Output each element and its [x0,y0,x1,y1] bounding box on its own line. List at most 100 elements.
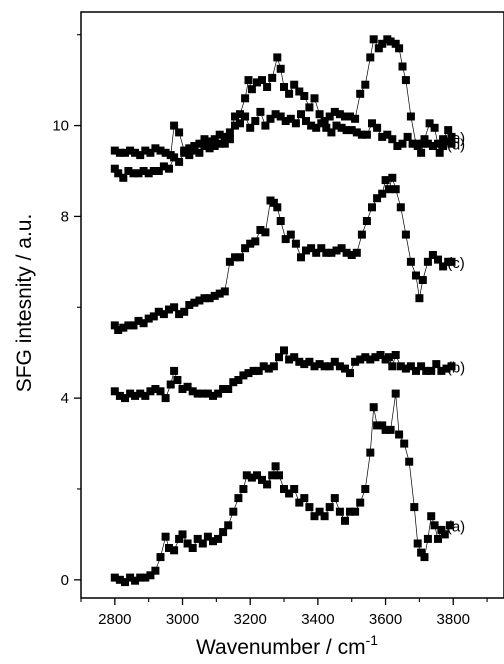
data-point [351,114,360,123]
data-point [234,494,243,503]
data-point [275,353,283,362]
data-point [327,128,336,137]
data-point [271,462,280,471]
data-point [439,142,448,150]
data-point [131,391,140,400]
data-point [229,507,238,516]
y-tick-label: 10 [52,118,69,135]
data-point [444,126,453,135]
data-point [234,376,243,384]
data-point [386,425,395,434]
x-tick-label: 3400 [301,611,334,628]
data-point [115,148,124,157]
data-point [330,494,339,503]
data-point [219,385,228,393]
data-point [149,312,158,321]
data-point [357,230,366,239]
data-point [141,391,150,400]
data-point [393,142,402,150]
data-point [280,485,288,493]
data-point [286,230,295,239]
data-point [131,576,140,585]
data-point [307,121,316,130]
data-point [236,253,244,262]
data-point [146,148,155,157]
data-point [439,135,448,144]
data-point [203,532,212,541]
data-point [417,148,426,157]
data-point [300,92,309,100]
data-point [159,310,168,319]
data-point [346,369,354,378]
data-point [378,132,387,141]
data-point [368,203,376,212]
data-point [280,83,288,91]
data-point [225,257,234,266]
data-point [413,539,422,548]
data-point [161,394,170,403]
data-point [405,457,414,466]
data-point [406,362,415,371]
data-point [305,357,314,366]
data-point [134,169,143,178]
data-point [141,573,150,582]
x-axis-title-superscript: -1 [366,632,379,648]
data-point [366,448,375,457]
data-point [396,362,405,371]
data-point [198,389,207,398]
data-point [126,146,135,155]
data-point [256,226,265,234]
data-point [401,76,410,85]
series-line [114,38,452,179]
data-point [215,289,224,298]
data-point [327,248,336,257]
data-point [121,578,129,587]
y-tick-label: 8 [61,208,69,225]
data-point [388,362,397,371]
data-point [268,73,277,82]
data-point [205,137,214,146]
data-point [266,114,275,123]
data-point [330,357,339,366]
data-point [193,534,202,543]
data-point [241,94,250,103]
data-point [423,534,432,543]
data-point [428,251,437,259]
data-point [185,301,194,309]
data-point [347,126,356,135]
data-point [115,575,124,584]
data-point [214,389,223,398]
series-layer [110,35,456,587]
data-point [156,146,165,155]
data-point [275,471,283,480]
data-point [151,385,160,393]
data-point [276,112,285,121]
data-point [220,132,229,141]
data-point [361,353,370,362]
data-point [412,366,420,375]
data-point [412,139,420,148]
data-point [285,355,294,364]
series-tag: (d) [447,137,465,154]
data-point [136,573,145,582]
data-point [368,119,376,128]
data-point [276,64,285,73]
data-point [347,251,356,259]
data-point [447,132,456,141]
data-point [280,346,288,355]
data-point [231,112,239,121]
data-point [418,139,427,148]
data-point [219,528,228,537]
data-point [136,389,145,398]
data-point [215,139,224,148]
data-point [205,294,214,303]
data-point [175,128,184,137]
data-point [447,362,456,371]
data-point [110,146,119,155]
data-point [322,248,331,257]
data-point [386,37,395,46]
data-point [420,553,429,562]
data-point [391,389,400,398]
data-point [188,544,197,552]
data-point [315,507,324,516]
